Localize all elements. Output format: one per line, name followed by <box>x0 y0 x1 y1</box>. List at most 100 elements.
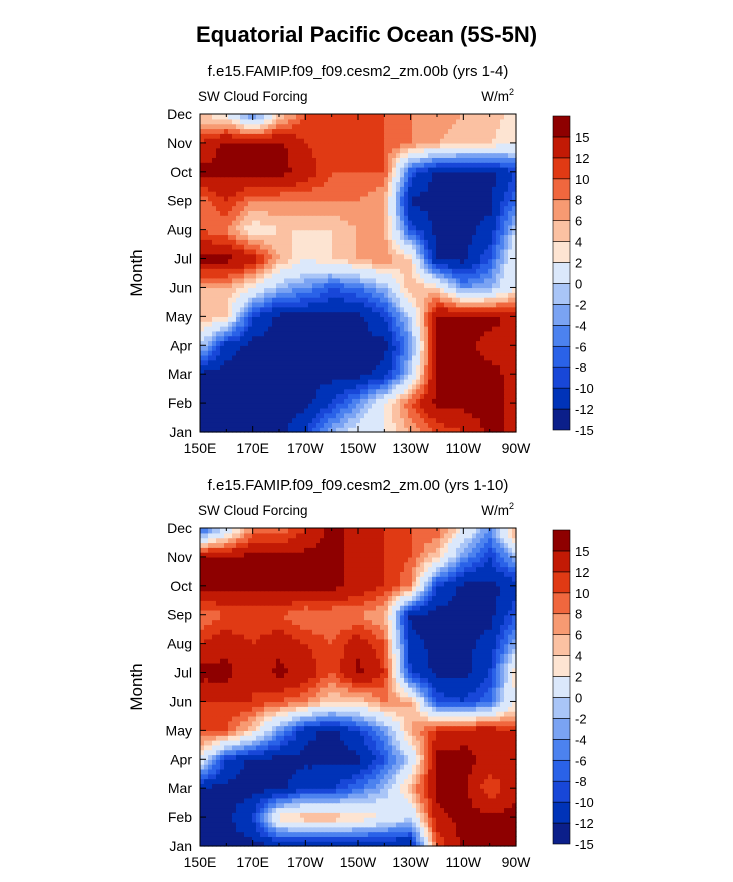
heatmap-cell <box>500 200 505 207</box>
heatmap-cell <box>372 138 377 144</box>
heatmap-cell <box>464 306 469 313</box>
heatmap-cell <box>480 398 485 404</box>
heatmap-cell <box>264 147 269 154</box>
heatmap-cell <box>400 364 405 370</box>
heatmap-cell <box>416 195 421 202</box>
heatmap-cell <box>412 239 417 245</box>
heatmap-cell <box>212 316 217 322</box>
heatmap-cell <box>416 316 421 322</box>
heatmap-cell <box>352 258 357 264</box>
heatmap-cell <box>400 297 405 303</box>
heatmap-cell <box>260 369 265 375</box>
heatmap-cell <box>504 306 509 313</box>
heatmap-cell <box>356 263 361 269</box>
heatmap-cell <box>204 157 209 163</box>
heatmap-cell <box>416 350 421 356</box>
heatmap-cell <box>348 268 353 274</box>
heatmap-cell <box>472 152 477 158</box>
heatmap-cell <box>280 306 285 313</box>
heatmap-cell <box>496 133 501 139</box>
heatmap-cell <box>232 171 237 178</box>
heatmap-cell <box>280 268 285 274</box>
heatmap-cell <box>440 210 445 216</box>
heatmap-cell <box>372 195 377 202</box>
heatmap-cell <box>260 287 265 293</box>
heatmap-cell <box>340 403 345 409</box>
heatmap-cell <box>348 176 353 183</box>
heatmap-cell <box>324 301 329 308</box>
heatmap-cell <box>320 152 325 158</box>
heatmap-cell <box>296 142 301 149</box>
heatmap-cell <box>488 128 493 134</box>
heatmap-cell <box>236 138 241 144</box>
heatmap-cell <box>364 147 369 154</box>
heatmap-cell <box>360 374 365 380</box>
heatmap-cell <box>368 277 373 284</box>
heatmap-cell <box>296 181 301 187</box>
heatmap-cell <box>228 340 233 346</box>
heatmap-cell <box>288 321 293 327</box>
heatmap-cell <box>288 162 293 168</box>
heatmap-cell <box>220 326 225 332</box>
heatmap-cell <box>504 244 509 250</box>
heatmap-cell <box>244 326 249 332</box>
heatmap-cell <box>232 195 237 202</box>
heatmap-cell <box>284 340 289 346</box>
heatmap-cell <box>344 181 349 187</box>
heatmap-cell <box>244 427 249 433</box>
heatmap-cell <box>492 147 497 154</box>
heatmap-cell <box>492 335 497 342</box>
heatmap-cell <box>472 301 477 308</box>
heatmap-cell <box>340 277 345 284</box>
heatmap-cell <box>408 417 413 423</box>
heatmap-cell <box>384 301 389 308</box>
heatmap-cell <box>364 248 369 255</box>
heatmap-cell <box>420 422 425 428</box>
heatmap-cell <box>276 147 281 154</box>
heatmap-cell <box>252 215 257 221</box>
heatmap-cell <box>432 335 437 342</box>
heatmap-cell <box>296 162 301 168</box>
heatmap-cell <box>316 379 321 385</box>
heatmap-cell <box>504 234 509 240</box>
heatmap-cell <box>452 128 457 134</box>
heatmap-cell <box>248 273 253 279</box>
heatmap-cell <box>456 253 461 260</box>
heatmap-cell <box>364 393 369 399</box>
heatmap-cell <box>424 162 429 168</box>
heatmap-cell <box>268 412 273 419</box>
heatmap-cell <box>436 379 441 385</box>
heatmap-cell <box>492 248 497 255</box>
heatmap-cell <box>424 388 429 395</box>
heatmap-cell <box>472 195 477 202</box>
heatmap-cell <box>244 383 249 390</box>
heatmap-cell <box>468 297 473 303</box>
heatmap-cell <box>216 412 221 419</box>
heatmap-cell <box>472 350 477 356</box>
heatmap-cell <box>328 171 333 178</box>
heatmap-cell <box>372 321 377 327</box>
heatmap-cell <box>336 229 341 236</box>
heatmap-cell <box>472 263 477 269</box>
heatmap-cell <box>372 244 377 250</box>
heatmap-cell <box>416 354 421 361</box>
heatmap-cell <box>360 162 365 168</box>
heatmap-cell <box>348 316 353 322</box>
heatmap-cell <box>416 330 421 337</box>
heatmap-cell <box>416 142 421 149</box>
heatmap-cell <box>360 287 365 293</box>
heatmap-cell <box>292 388 297 395</box>
heatmap-cell <box>376 229 381 236</box>
heatmap-cell <box>200 123 205 130</box>
heatmap-cell <box>484 345 489 351</box>
heatmap-cell <box>260 379 265 385</box>
heatmap-cell <box>452 422 457 428</box>
heatmap-cell <box>460 326 465 332</box>
heatmap-cell <box>212 407 217 414</box>
heatmap-cell <box>216 350 221 356</box>
heatmap-cell <box>264 412 269 419</box>
heatmap-cell <box>340 383 345 390</box>
heatmap-cell <box>300 234 305 240</box>
heatmap-cell <box>360 263 365 269</box>
heatmap-cell <box>428 282 433 289</box>
